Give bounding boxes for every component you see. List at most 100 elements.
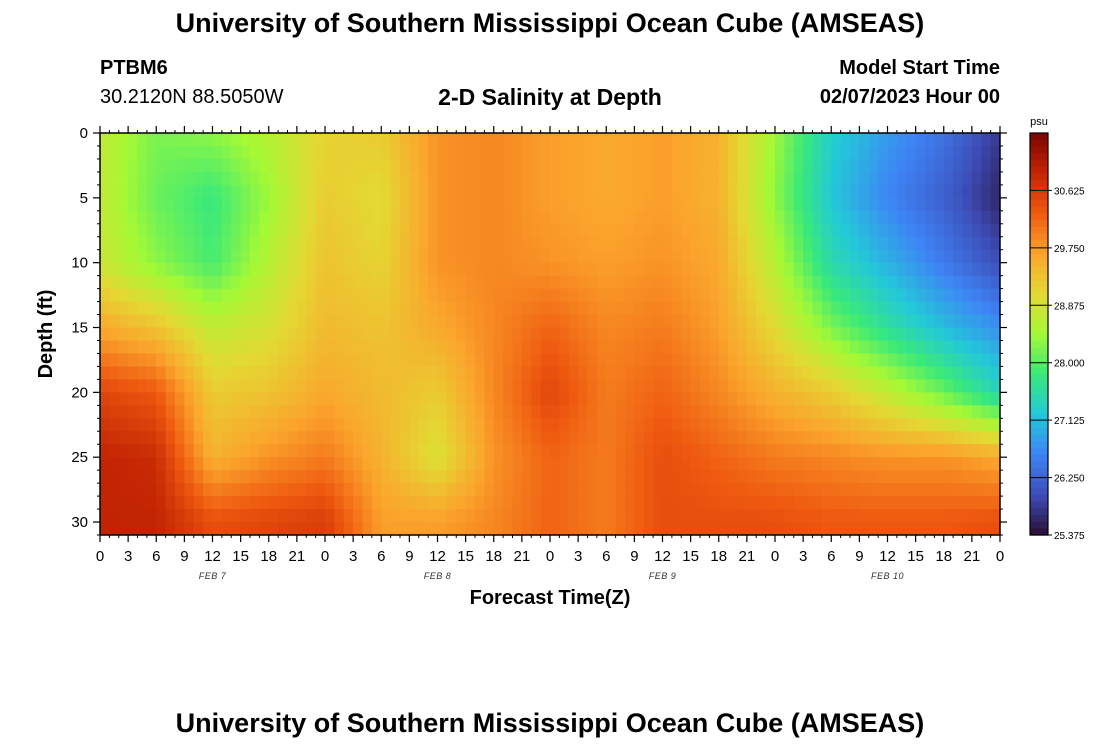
heatmap-cell: [484, 431, 495, 445]
heatmap-cell: [250, 197, 260, 212]
heatmap-cell: [962, 444, 973, 458]
heatmap-cell: [521, 353, 532, 368]
heatmap-cell: [990, 353, 1000, 368]
heatmap-cell: [681, 133, 692, 147]
heatmap-cell: [128, 197, 139, 212]
heatmap-cell: [343, 133, 354, 147]
heatmap-cell: [737, 457, 748, 471]
heatmap-cell: [371, 392, 382, 406]
heatmap-cell: [493, 444, 504, 458]
heatmap-cell: [334, 223, 345, 238]
heatmap-cell: [315, 509, 326, 523]
heatmap-cell: [821, 353, 832, 368]
heatmap-cell: [409, 483, 420, 497]
heatmap-cell: [746, 249, 757, 264]
heatmap-cell: [540, 340, 551, 355]
heatmap-cell: [278, 314, 289, 329]
heatmap-cell: [203, 340, 214, 355]
heatmap-cell: [831, 223, 842, 238]
heatmap-cell: [128, 275, 139, 290]
heatmap-cell: [653, 210, 664, 225]
heatmap-cell: [550, 392, 560, 406]
heatmap-cell: [371, 496, 382, 510]
heatmap-cell: [700, 444, 710, 458]
heatmap-cell: [587, 301, 598, 316]
heatmap-cell: [268, 236, 279, 251]
heatmap-cell: [259, 249, 270, 264]
heatmap-cell: [221, 184, 232, 199]
heatmap-cell: [353, 145, 364, 160]
heatmap-cell: [662, 431, 673, 445]
heatmap-cell: [400, 133, 410, 147]
heatmap-cell: [700, 405, 710, 419]
heatmap-cell: [737, 431, 748, 445]
heatmap-cell: [756, 145, 767, 160]
heatmap-cell: [465, 249, 476, 264]
heatmap-cell: [981, 210, 992, 225]
heatmap-cell: [953, 496, 964, 510]
heatmap-cell: [990, 262, 1000, 277]
heatmap-cell: [550, 496, 560, 510]
heatmap-cell: [193, 496, 204, 510]
heatmap-cell: [700, 340, 710, 355]
heatmap-cell: [671, 444, 682, 458]
heatmap-cell: [868, 470, 879, 484]
heatmap-cell: [671, 405, 682, 419]
heatmap-cell: [962, 133, 973, 147]
heatmap-cell: [681, 366, 692, 380]
heatmap-cell: [428, 236, 439, 251]
heatmap-cell: [475, 327, 485, 342]
heatmap-cell: [634, 340, 645, 355]
heatmap-cell: [250, 288, 260, 303]
heatmap-cell: [521, 314, 532, 329]
heatmap-cell: [512, 158, 523, 173]
heatmap-cell: [250, 158, 260, 173]
heatmap-cell: [540, 327, 551, 342]
heatmap-cell: [531, 379, 542, 393]
heatmap-cell: [287, 379, 298, 393]
heatmap-cell: [259, 184, 270, 199]
heatmap-cell: [250, 340, 260, 355]
heatmap-cell: [812, 197, 823, 212]
heatmap-cell: [250, 327, 260, 342]
heatmap-cell: [156, 262, 167, 277]
heatmap-cell: [625, 353, 635, 368]
heatmap-cell: [128, 392, 139, 406]
heatmap-cell: [400, 483, 410, 497]
heatmap-cell: [925, 340, 935, 355]
heatmap-cell: [559, 392, 570, 406]
heatmap-cell: [925, 418, 935, 432]
heatmap-cell: [878, 457, 889, 471]
heatmap-cell: [681, 184, 692, 199]
heatmap-cell: [915, 210, 926, 225]
heatmap-cell: [700, 353, 710, 368]
heatmap-cell: [221, 340, 232, 355]
heatmap-cell: [156, 210, 167, 225]
heatmap-cell: [671, 133, 682, 147]
heatmap-cell: [465, 184, 476, 199]
heatmap-cell: [465, 483, 476, 497]
heatmap-cell: [662, 392, 673, 406]
heatmap-cell: [784, 236, 795, 251]
heatmap-cell: [615, 133, 626, 147]
heatmap-cell: [371, 457, 382, 471]
heatmap-cell: [484, 133, 495, 147]
heatmap-cell: [943, 483, 954, 497]
heatmap-cell: [803, 145, 814, 160]
heatmap-cell: [737, 158, 748, 173]
heatmap-cell: [550, 522, 560, 535]
heatmap-cell: [868, 522, 879, 535]
heatmap-cell: [896, 509, 907, 523]
heatmap-cell: [700, 522, 710, 535]
heatmap-cell: [315, 262, 326, 277]
heatmap-cell: [690, 470, 701, 484]
heatmap-cell: [390, 483, 401, 497]
heatmap-cell: [887, 275, 898, 290]
heatmap-cell: [662, 353, 673, 368]
heatmap-cell: [615, 158, 626, 173]
heatmap-cell: [578, 392, 589, 406]
heatmap-cell: [559, 509, 570, 523]
heatmap-cell: [128, 353, 139, 368]
heatmap-cell: [287, 483, 298, 497]
heatmap-cell: [400, 353, 410, 368]
